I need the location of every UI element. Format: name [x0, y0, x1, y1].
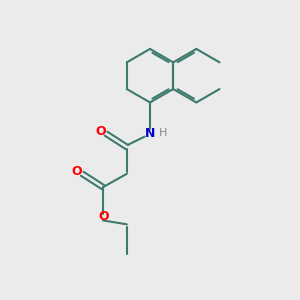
Text: H: H [159, 128, 168, 138]
Text: O: O [72, 166, 82, 178]
Text: O: O [99, 210, 109, 224]
Text: O: O [95, 125, 106, 138]
Text: N: N [145, 127, 155, 140]
